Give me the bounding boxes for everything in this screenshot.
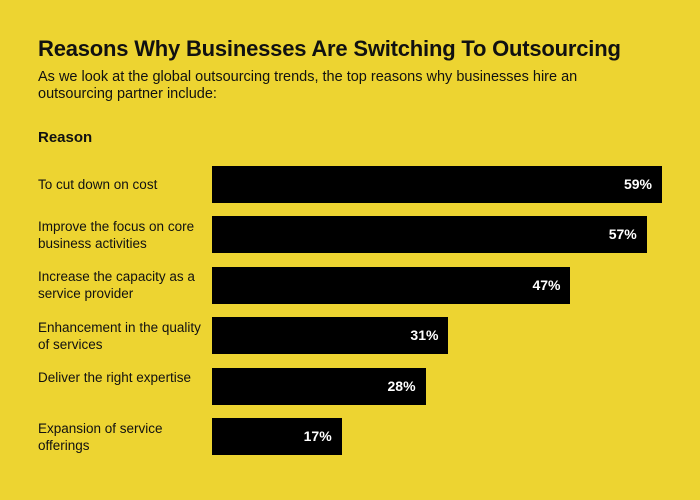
chart-title: Reasons Why Businesses Are Switching To …: [38, 36, 621, 61]
category-label: Deliver the right expertise: [38, 370, 192, 386]
category-header: Reason: [38, 129, 93, 146]
category-label: Improve the focus on core business activ…: [38, 218, 195, 251]
bar-value-label: 59%: [623, 176, 652, 192]
bar: 59%: [212, 166, 662, 203]
bar: 17%: [212, 418, 342, 455]
bar-value-label: 28%: [387, 377, 416, 394]
category-label: Expansion of service offerings: [38, 420, 163, 453]
bar: 28%: [212, 367, 426, 405]
bar-value-label: 31%: [410, 327, 439, 344]
category-label: Increase the capacity as a service provi…: [38, 269, 195, 302]
bar-value-label: 47%: [532, 276, 561, 293]
category-label: Enhancement in the quality of services: [38, 319, 201, 352]
bar: 47%: [212, 266, 571, 304]
chart-subtitle: As we look at the global outsourcing tre…: [38, 69, 578, 102]
bar: 31%: [212, 317, 449, 355]
category-label: To cut down on cost: [38, 177, 158, 192]
bar-value-label: 17%: [303, 428, 332, 444]
bar: 57%: [212, 216, 647, 254]
bar-value-label: 57%: [608, 226, 637, 243]
